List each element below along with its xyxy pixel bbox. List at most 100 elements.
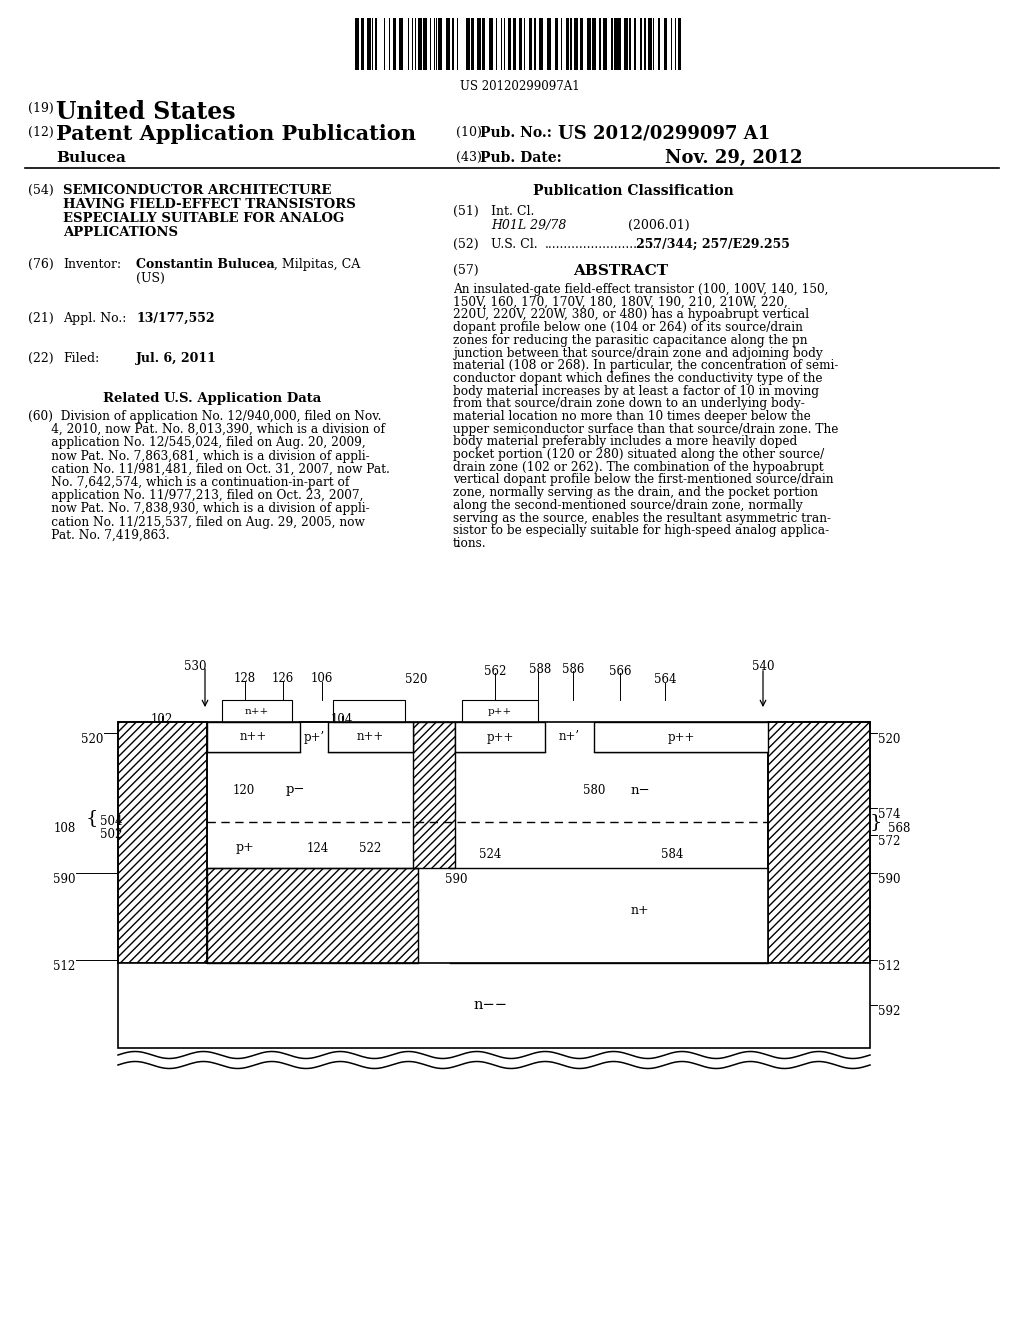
Bar [634, 18, 637, 70]
Text: US 20120299097A1: US 20120299097A1 [460, 81, 580, 92]
Text: {: { [86, 809, 98, 828]
Text: }: } [869, 813, 883, 832]
Text: Int. Cl.: Int. Cl. [490, 205, 535, 218]
Text: 150V, 160, 170, 170V, 180, 180V, 190, 210, 210W, 220,: 150V, 160, 170, 170V, 180, 180V, 190, 21… [453, 296, 787, 309]
Bar [513, 18, 516, 70]
Bar [488, 18, 493, 70]
Text: Jul. 6, 2011: Jul. 6, 2011 [136, 352, 217, 366]
Text: zones for reducing the parasitic capacitance along the pn: zones for reducing the parasitic capacit… [453, 334, 808, 347]
Bar [118, 660, 870, 1053]
Text: (US): (US) [136, 272, 165, 285]
Text: junction between that source/drain zone and adjoining body: junction between that source/drain zone … [453, 346, 822, 359]
Text: upper semiconductor surface than that source/drain zone. The: upper semiconductor surface than that so… [453, 422, 839, 436]
Text: n+’: n+’ [558, 730, 580, 743]
Bar [644, 18, 646, 70]
Text: 124: 124 [307, 842, 329, 854]
Text: (60)  Division of application No. 12/940,000, filed on Nov.: (60) Division of application No. 12/940,… [28, 411, 382, 422]
Text: (19): (19) [28, 102, 53, 115]
Text: Bulucea: Bulucea [56, 150, 126, 165]
Bar [555, 18, 558, 70]
Bar [574, 18, 578, 70]
Bar [592, 18, 596, 70]
Text: Constantin Bulucea: Constantin Bulucea [136, 257, 274, 271]
Text: Appl. No.:: Appl. No.: [63, 312, 126, 325]
Text: p++: p++ [487, 706, 512, 715]
Text: 584: 584 [660, 847, 683, 861]
Text: Publication Classification: Publication Classification [534, 183, 734, 198]
Text: 568: 568 [888, 822, 910, 836]
Bar [594, 722, 768, 752]
Text: sistor to be especially suitable for high-speed analog applica-: sistor to be especially suitable for hig… [453, 524, 829, 537]
Text: 564: 564 [653, 673, 676, 686]
Text: APPLICATIONS: APPLICATIONS [63, 226, 178, 239]
Text: n−: n− [630, 784, 650, 796]
Text: cation No. 11/215,537, filed on Aug. 29, 2005, now: cation No. 11/215,537, filed on Aug. 29,… [28, 516, 365, 528]
Bar [222, 700, 292, 722]
Text: ABSTRACT: ABSTRACT [573, 264, 668, 279]
Bar [482, 18, 485, 70]
Bar [508, 18, 511, 70]
Text: material location no more than 10 times deeper below the: material location no more than 10 times … [453, 411, 811, 422]
Bar [529, 18, 532, 70]
Text: SEMICONDUCTOR ARCHITECTURE: SEMICONDUCTOR ARCHITECTURE [63, 183, 332, 197]
Text: 520: 520 [81, 733, 103, 746]
Text: (57): (57) [453, 264, 478, 277]
Text: 120: 120 [232, 784, 255, 796]
Bar [569, 18, 572, 70]
Text: 128: 128 [233, 672, 256, 685]
Text: (22): (22) [28, 352, 53, 366]
Text: from that source/drain zone down to an underlying body-: from that source/drain zone down to an u… [453, 397, 805, 411]
Text: (2006.01): (2006.01) [628, 219, 689, 232]
Bar [450, 869, 768, 964]
Text: body material preferably includes a more heavily doped: body material preferably includes a more… [453, 436, 798, 449]
Bar [565, 18, 569, 70]
Text: n−−: n−− [473, 998, 507, 1012]
Text: 504: 504 [100, 814, 123, 828]
Text: Nov. 29, 2012: Nov. 29, 2012 [665, 149, 803, 168]
Text: n+: n+ [631, 903, 649, 916]
Text: 512: 512 [53, 960, 75, 973]
Bar [207, 722, 300, 752]
Text: 590: 590 [52, 873, 75, 886]
Text: 540: 540 [752, 660, 774, 673]
Text: 108: 108 [53, 822, 76, 836]
Text: ESPECIALLY SUITABLE FOR ANALOG: ESPECIALLY SUITABLE FOR ANALOG [63, 213, 344, 224]
Text: 104: 104 [331, 713, 353, 726]
Text: ..............................: .............................. [545, 238, 662, 251]
Bar [611, 18, 612, 70]
Text: Pub. No.:: Pub. No.: [480, 125, 552, 140]
Text: 592: 592 [878, 1005, 900, 1018]
Text: 520: 520 [878, 733, 900, 746]
Text: Related U.S. Application Data: Related U.S. Application Data [103, 392, 322, 405]
Bar [614, 18, 616, 70]
Text: US 2012/0299097 A1: US 2012/0299097 A1 [558, 124, 770, 143]
Bar [640, 18, 642, 70]
Text: 106: 106 [311, 672, 333, 685]
Text: (43): (43) [456, 150, 482, 164]
Text: n++: n++ [245, 706, 269, 715]
Text: An insulated-gate field-effect transistor (100, 100V, 140, 150,: An insulated-gate field-effect transisto… [453, 282, 828, 296]
Bar [587, 18, 591, 70]
Text: Inventor:: Inventor: [63, 257, 121, 271]
Bar [496, 18, 498, 70]
Text: 126: 126 [272, 672, 294, 685]
Text: 220U, 220V, 220W, 380, or 480) has a hypoabrupt vertical: 220U, 220V, 220W, 380, or 480) has a hyp… [453, 309, 809, 321]
Text: 580: 580 [583, 784, 605, 796]
Bar [580, 18, 584, 70]
Bar [360, 18, 364, 70]
Text: cation No. 11/981,481, filed on Oct. 31, 2007, now Pat.: cation No. 11/981,481, filed on Oct. 31,… [28, 463, 390, 475]
Text: drain zone (102 or 262). The combination of the hypoabrupt: drain zone (102 or 262). The combination… [453, 461, 823, 474]
Text: 562: 562 [483, 665, 506, 678]
Bar [647, 18, 651, 70]
Text: p++: p++ [486, 730, 514, 743]
Text: zone, normally serving as the drain, and the pocket portion: zone, normally serving as the drain, and… [453, 486, 818, 499]
Text: HAVING FIELD-EFFECT TRANSISTORS: HAVING FIELD-EFFECT TRANSISTORS [63, 198, 355, 211]
Text: vertical dopant profile below the first-mentioned source/drain: vertical dopant profile below the first-… [453, 474, 834, 487]
Text: (51): (51) [453, 205, 479, 218]
Text: p−: p− [286, 784, 305, 796]
Bar [504, 18, 505, 70]
Text: No. 7,642,574, which is a continuation-in-part of: No. 7,642,574, which is a continuation-i… [28, 477, 349, 488]
Bar [477, 18, 480, 70]
Text: tions.: tions. [453, 537, 486, 550]
Bar [547, 18, 551, 70]
